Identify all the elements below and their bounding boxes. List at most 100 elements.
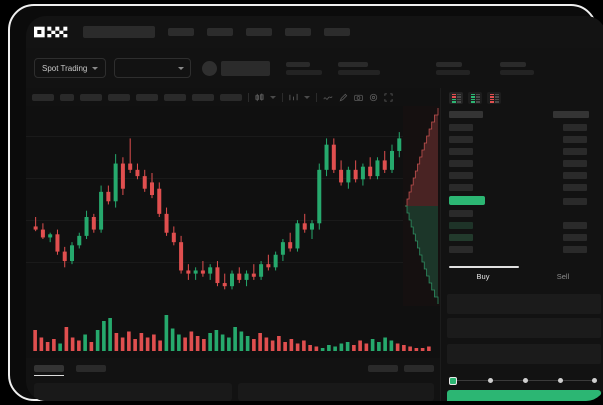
- top-navigation-bar: [26, 16, 603, 48]
- pair-name-label: [221, 60, 271, 76]
- orderbook-row-amount: [563, 246, 587, 253]
- toolbar-chip-3[interactable]: [80, 93, 102, 101]
- orderbook-row-amount: [563, 222, 587, 229]
- indicator-icon[interactable]: [289, 93, 298, 102]
- stat-value: [286, 61, 311, 67]
- nav-item-3[interactable]: [246, 28, 272, 36]
- settings-gear-icon[interactable]: [369, 93, 378, 102]
- orderbook-row-amount: [563, 148, 587, 155]
- chevron-down-icon: [92, 66, 99, 70]
- chart-gridline: [26, 136, 440, 137]
- orderbook-row-amount: [563, 136, 587, 143]
- stat-value: [436, 61, 463, 67]
- orderbook-row-amount: [563, 172, 587, 179]
- orders-tab-active-underline: [34, 375, 64, 376]
- orderbook-and-order-form-panel: Buy Sell: [440, 88, 603, 401]
- toolbar-chip-4[interactable]: [108, 93, 130, 101]
- tab-buy[interactable]: Buy: [476, 272, 490, 281]
- search-input[interactable]: [83, 26, 155, 38]
- slider-step-25[interactable]: [488, 378, 493, 383]
- orderbook-mode-bids-only-icon[interactable]: [468, 92, 482, 104]
- camera-icon[interactable]: [354, 93, 363, 102]
- nav-item-1[interactable]: [168, 28, 194, 36]
- tab-sell[interactable]: Sell: [556, 272, 570, 281]
- stat-label: [338, 69, 381, 75]
- slider-step-100[interactable]: [592, 378, 597, 383]
- orderbook-mode-both-icon[interactable]: [449, 92, 463, 104]
- stat-block-4: [500, 61, 535, 75]
- orderbook-row[interactable]: [449, 148, 473, 155]
- orders-action-1[interactable]: [368, 365, 398, 372]
- orderbook-row[interactable]: [449, 160, 473, 167]
- order-amount-field[interactable]: [447, 318, 601, 338]
- toolbar-divider: [282, 92, 283, 102]
- trading-mode-label: Spot Trading: [42, 63, 88, 73]
- chevron-down-icon: [178, 66, 185, 70]
- orderbook-row-amount: [563, 198, 587, 205]
- toolbar-chip-6[interactable]: [164, 93, 186, 101]
- device-bezel: Spot Trading: [8, 4, 603, 401]
- orderbook-mode-asks-only-icon[interactable]: [487, 92, 501, 104]
- draw-pencil-icon[interactable]: [339, 93, 348, 102]
- okx-logo-icon[interactable]: [34, 25, 74, 39]
- app-screen: Spot Trading: [26, 16, 603, 401]
- stat-label: [436, 69, 471, 75]
- order-total-field[interactable]: [447, 344, 601, 364]
- stat-label: [500, 69, 535, 75]
- orders-panel: [26, 358, 440, 401]
- orderbook-row-amount: [563, 160, 587, 167]
- toolbar-chip-7[interactable]: [192, 93, 214, 101]
- trading-mode-select[interactable]: Spot Trading: [34, 58, 107, 78]
- stat-block-2: [338, 61, 381, 75]
- slider-step-50[interactable]: [523, 378, 528, 383]
- orderbook-row[interactable]: [449, 210, 473, 217]
- orderbook-row[interactable]: [449, 136, 473, 143]
- slider-step-75[interactable]: [558, 378, 563, 383]
- orderbook-header-amount: [553, 111, 589, 118]
- nav-item-4[interactable]: [285, 28, 311, 36]
- toolbar-chip-5[interactable]: [136, 93, 158, 101]
- chart-toolbar: [26, 88, 440, 106]
- chevron-down-icon[interactable]: [304, 95, 310, 99]
- chevron-down-icon[interactable]: [270, 95, 276, 99]
- volume-histogram: [33, 315, 431, 351]
- orders-action-2[interactable]: [404, 365, 434, 372]
- line-chart-icon[interactable]: [323, 93, 333, 102]
- stat-block-1: [286, 61, 323, 75]
- place-order-button[interactable]: [447, 390, 601, 401]
- slider-handle[interactable]: [449, 376, 457, 385]
- fullscreen-icon[interactable]: [384, 92, 393, 102]
- order-amount-slider[interactable]: [449, 376, 599, 386]
- orders-content-box-2: [238, 383, 434, 401]
- orderbook-spread-highlight: [449, 196, 485, 205]
- stat-value: [338, 61, 369, 67]
- stat-block-3: [436, 61, 471, 75]
- orderbook-row[interactable]: [449, 124, 473, 131]
- orderbook-row[interactable]: [449, 246, 473, 253]
- orders-tab-2[interactable]: [76, 365, 106, 372]
- pair-info-bar: Spot Trading: [26, 48, 603, 88]
- orderbook-row-amount: [563, 234, 587, 241]
- toolbar-chip-2[interactable]: [60, 93, 74, 101]
- orderbook-row[interactable]: [449, 222, 473, 229]
- orders-content-box-1: [34, 383, 232, 401]
- pair-select-dropdown[interactable]: [114, 58, 192, 78]
- orderbook-row[interactable]: [449, 234, 473, 241]
- chart-gridline: [26, 262, 440, 263]
- nav-item-2[interactable]: [207, 28, 233, 36]
- nav-item-5[interactable]: [324, 28, 350, 36]
- toolbar-divider: [316, 92, 317, 102]
- orders-tab-1[interactable]: [34, 365, 64, 372]
- toolbar-chip-1[interactable]: [32, 93, 54, 101]
- chart-gridline: [26, 220, 440, 221]
- toolbar-chip-8[interactable]: [220, 93, 242, 101]
- candlestick-icon[interactable]: [255, 92, 264, 102]
- order-price-field[interactable]: [447, 294, 601, 314]
- depth-chart-overlay: [403, 106, 440, 306]
- orderbook-header-price: [449, 111, 483, 118]
- order-form-tabs: Buy Sell: [447, 266, 601, 288]
- price-chart-panel[interactable]: [26, 106, 440, 358]
- orderbook-row[interactable]: [449, 184, 473, 191]
- orderbook-row[interactable]: [449, 172, 473, 179]
- stat-value: [500, 61, 527, 67]
